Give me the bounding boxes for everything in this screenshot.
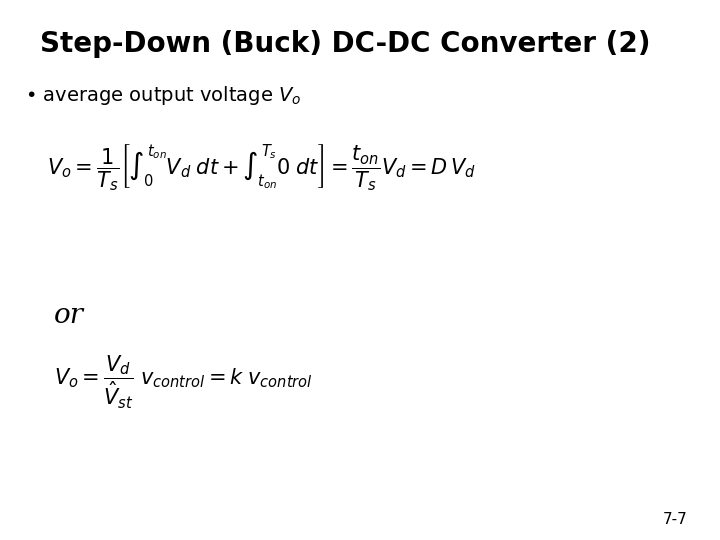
Text: • average output voltage $V_o$: • average output voltage $V_o$ [25,84,302,107]
Text: Step-Down (Buck) DC-DC Converter (2): Step-Down (Buck) DC-DC Converter (2) [40,30,650,58]
Text: $V_o = \dfrac{1}{T_s} \left[ \int_0^{t_{on}} V_d \; dt + \int_{t_{on}}^{T_s} 0 \: $V_o = \dfrac{1}{T_s} \left[ \int_0^{t_{… [47,143,476,194]
Text: or: or [54,302,84,329]
Text: 7-7: 7-7 [663,511,688,526]
Text: $V_o = \dfrac{V_d}{\hat{V}_{st}} \; v_{control} = k \; v_{control}$: $V_o = \dfrac{V_d}{\hat{V}_{st}} \; v_{c… [54,354,312,411]
